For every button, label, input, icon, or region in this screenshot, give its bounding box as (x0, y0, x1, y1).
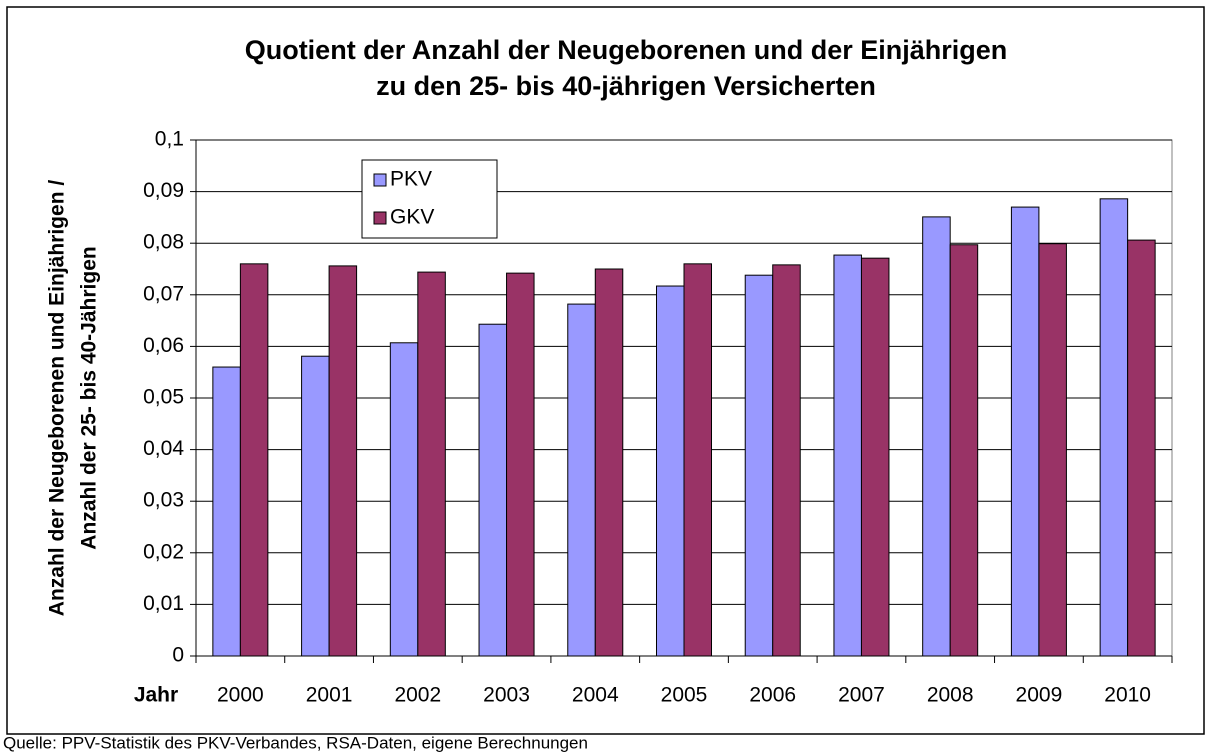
y-tick-label: 0,09 (143, 179, 184, 202)
x-axis-label: Jahr (134, 684, 178, 707)
bar (328, 265, 358, 657)
bar (1010, 206, 1040, 657)
y-tick-label: 0,1 (155, 128, 184, 151)
bar (417, 271, 446, 657)
legend-swatch (373, 173, 387, 187)
legend-swatch (373, 211, 387, 225)
bar (239, 263, 269, 657)
bar (744, 274, 774, 657)
bar (655, 285, 685, 657)
chart-title: zu den 25- bis 40-jährigen Versicherten (376, 71, 876, 101)
y-tick-label: 0,04 (143, 437, 184, 460)
bar (389, 342, 419, 657)
bar (567, 303, 596, 657)
x-tick-label: 2002 (394, 684, 441, 707)
x-tick-label: 2008 (927, 684, 974, 707)
bar (301, 355, 330, 657)
y-tick-label: 0 (172, 644, 184, 667)
bar (772, 264, 801, 657)
bar (1099, 198, 1129, 657)
chart-title: Quotient der Anzahl der Neugeborenen und… (245, 35, 1008, 65)
legend-label: PKV (390, 168, 432, 191)
x-tick-label: 2009 (1016, 684, 1063, 707)
bar (683, 263, 713, 657)
source-note: Quelle: PPV-Statistik des PKV-Verbandes,… (3, 733, 588, 752)
y-tick-label: 0,02 (143, 540, 184, 563)
x-tick-label: 2000 (217, 684, 264, 707)
x-tick-label: 2010 (1104, 684, 1151, 707)
bar (922, 216, 951, 657)
legend-label: GKV (390, 206, 434, 229)
bar (594, 268, 624, 657)
bar (506, 272, 535, 657)
bar (1127, 239, 1156, 657)
x-tick-label: 2007 (838, 684, 885, 707)
x-tick-label: 2005 (661, 684, 708, 707)
y-tick-label: 0,07 (143, 282, 184, 305)
x-tick-label: 2006 (749, 684, 796, 707)
bar (833, 254, 862, 657)
bar (860, 257, 890, 657)
bar (478, 323, 508, 657)
x-tick-label: 2001 (306, 684, 353, 707)
y-axis-label: Anzahl der 25- bis 40-Jährigen (78, 246, 101, 549)
y-tick-label: 0,08 (143, 231, 184, 254)
x-tick-label: 2004 (572, 684, 619, 707)
y-tick-label: 0,01 (143, 592, 184, 615)
bar (1038, 243, 1067, 657)
bar (949, 244, 979, 657)
x-tick-label: 2003 (483, 684, 530, 707)
legend-box (361, 159, 498, 239)
y-tick-label: 0,06 (143, 334, 184, 357)
y-tick-label: 0,03 (143, 489, 184, 512)
bar (212, 366, 241, 657)
y-tick-label: 0,05 (143, 386, 184, 409)
y-axis-label: Anzahl der Neugeborenen und Einjährigen … (46, 180, 69, 617)
